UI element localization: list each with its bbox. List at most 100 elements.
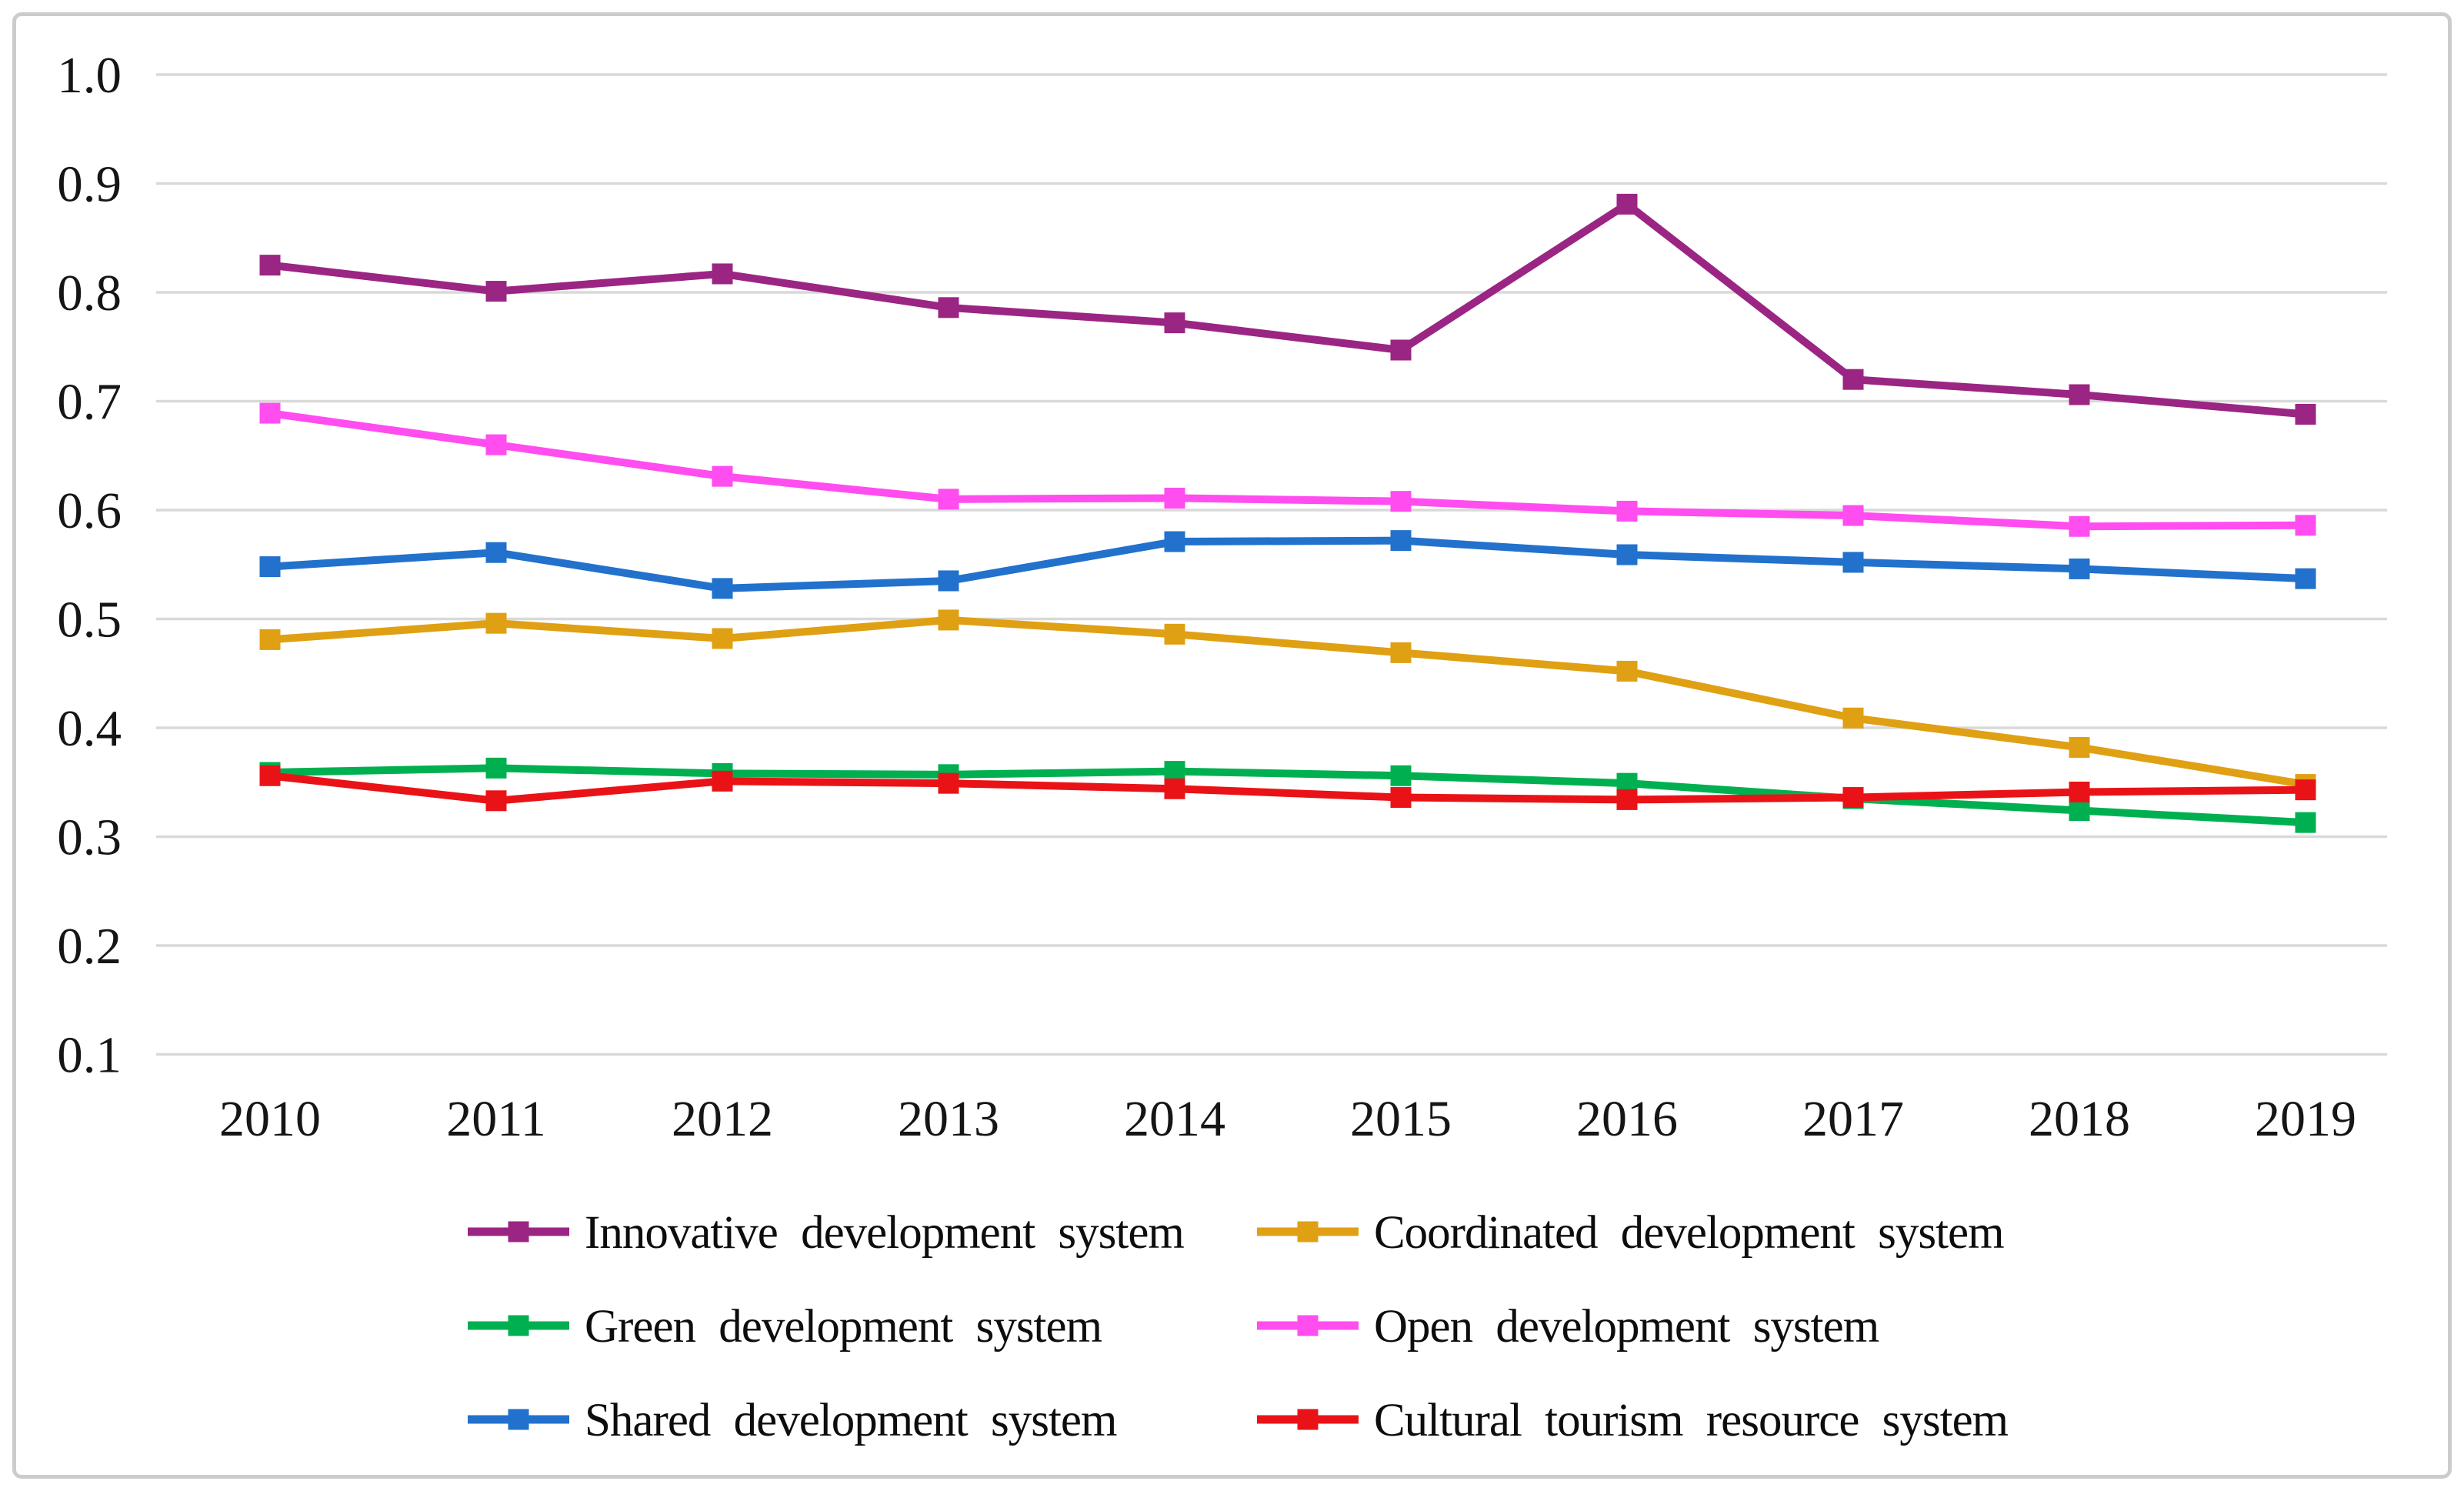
series-marker-open-development-system-2013 bbox=[938, 489, 959, 510]
series-marker-green-development-system-2015 bbox=[1390, 765, 1412, 786]
series-marker-cultural-tourism-resource-system-2013 bbox=[938, 772, 959, 794]
series-marker-innovative-development-system-2019 bbox=[2295, 403, 2316, 425]
series-marker-innovative-development-system-2018 bbox=[2069, 384, 2090, 405]
y-tick-label-0.2: 0.2 bbox=[57, 918, 122, 975]
x-tick-label-2018: 2018 bbox=[2029, 1091, 2130, 1147]
series-marker-open-development-system-2011 bbox=[485, 434, 507, 455]
legend-item-cultural-tourism-resource-system: Cultural tourism resource system bbox=[1257, 1395, 2009, 1446]
series-line-innovative-development-system bbox=[269, 200, 2306, 419]
legend-item-coordinated-development-system: Coordinated development system bbox=[1257, 1207, 2005, 1259]
series-marker-cultural-tourism-resource-system-2011 bbox=[485, 790, 507, 812]
series-marker-cultural-tourism-resource-system-2014 bbox=[1164, 778, 1185, 799]
y-tick-label-0.4: 0.4 bbox=[57, 700, 122, 757]
series-marker-innovative-development-system-2016 bbox=[1616, 193, 1638, 215]
series-marker-innovative-development-system-2013 bbox=[938, 297, 959, 319]
series-marker-coordinated-development-system-2018 bbox=[2069, 736, 2090, 758]
series-marker-open-development-system-2015 bbox=[1390, 491, 1412, 512]
x-tick-label-2015: 2015 bbox=[1350, 1091, 1452, 1147]
series-marker-coordinated-development-system-2010 bbox=[259, 629, 281, 650]
series-marker-cultural-tourism-resource-system-2016 bbox=[1616, 789, 1638, 810]
legend-label-coordinated-development-system: Coordinated development system bbox=[1374, 1207, 2004, 1259]
legend-swatch-marker-icon bbox=[508, 1315, 529, 1336]
series-marker-shared-development-system-2016 bbox=[1616, 544, 1638, 565]
legend: Innovative development system Coordinated… bbox=[468, 1207, 2009, 1446]
series-marker-open-development-system-2018 bbox=[2069, 515, 2090, 537]
legend-item-innovative-development-system: Innovative development system bbox=[468, 1207, 1185, 1259]
series-line-cultural-tourism-resource-system bbox=[269, 772, 2306, 805]
legend-item-open-development-system: Open development system bbox=[1257, 1301, 1880, 1353]
series-marker-cultural-tourism-resource-system-2018 bbox=[2069, 781, 2090, 802]
y-tick-label-0.7: 0.7 bbox=[57, 374, 122, 431]
series-marker-shared-development-system-2015 bbox=[1390, 530, 1412, 552]
x-tick-label-2017: 2017 bbox=[1802, 1091, 1904, 1147]
series-marker-cultural-tourism-resource-system-2017 bbox=[1842, 787, 1864, 809]
series-marker-shared-development-system-2011 bbox=[485, 542, 507, 563]
legend-label-innovative-development-system: Innovative development system bbox=[585, 1207, 1184, 1259]
x-axis-tick-labels: 2010 2011 2012 2013 2014 2015 2016 2017 2018 2019 bbox=[219, 1091, 2356, 1147]
series-line-open-development-system bbox=[269, 409, 2306, 531]
gridlines bbox=[156, 73, 2387, 1056]
series-marker-coordinated-development-system-2017 bbox=[1842, 707, 1864, 729]
series-marker-shared-development-system-2013 bbox=[938, 570, 959, 592]
series-marker-coordinated-development-system-2012 bbox=[712, 628, 733, 649]
x-tick-label-2012: 2012 bbox=[672, 1091, 773, 1147]
legend-label-shared-development-system: Shared development system bbox=[585, 1395, 1117, 1446]
series-marker-green-development-system-2014 bbox=[1164, 761, 1185, 782]
series-marker-coordinated-development-system-2015 bbox=[1390, 642, 1412, 663]
series-marker-open-development-system-2016 bbox=[1616, 500, 1638, 522]
series-marker-coordinated-development-system-2013 bbox=[938, 609, 959, 631]
series-marker-innovative-development-system-2010 bbox=[259, 255, 281, 276]
x-tick-label-2016: 2016 bbox=[1576, 1091, 1678, 1147]
series-marker-cultural-tourism-resource-system-2019 bbox=[2295, 779, 2316, 801]
series-marker-innovative-development-system-2011 bbox=[485, 281, 507, 302]
series-marker-cultural-tourism-resource-system-2015 bbox=[1390, 787, 1412, 809]
legend-swatch-marker-icon bbox=[1297, 1315, 1319, 1336]
series-marker-shared-development-system-2017 bbox=[1842, 552, 1864, 573]
series-marker-cultural-tourism-resource-system-2012 bbox=[712, 770, 733, 792]
legend-label-green-development-system: Green development system bbox=[585, 1301, 1102, 1353]
series-marker-shared-development-system-2018 bbox=[2069, 558, 2090, 579]
series-innovative-development-system bbox=[259, 193, 2316, 425]
legend-swatch-marker-icon bbox=[1297, 1221, 1319, 1242]
y-tick-label-0.8: 0.8 bbox=[57, 265, 122, 322]
series-marker-innovative-development-system-2012 bbox=[712, 263, 733, 285]
series-line-coordinated-development-system bbox=[269, 615, 2306, 789]
series-marker-open-development-system-2014 bbox=[1164, 487, 1185, 509]
series-marker-green-development-system-2018 bbox=[2069, 800, 2090, 822]
series-marker-innovative-development-system-2014 bbox=[1164, 312, 1185, 334]
x-tick-label-2011: 2011 bbox=[446, 1091, 546, 1147]
series-cultural-tourism-resource-system bbox=[259, 765, 2316, 812]
y-tick-label-0.9: 0.9 bbox=[57, 156, 122, 213]
y-axis-tick-labels: 1.0 0.9 0.8 0.7 0.6 0.5 0.4 0.3 0.2 0.1 bbox=[57, 47, 122, 1084]
series-marker-coordinated-development-system-2016 bbox=[1616, 660, 1638, 682]
y-tick-label-1.0: 1.0 bbox=[57, 47, 122, 104]
series-line-shared-development-system bbox=[269, 536, 2306, 592]
series-marker-shared-development-system-2010 bbox=[259, 556, 281, 578]
x-tick-label-2019: 2019 bbox=[2255, 1091, 2356, 1147]
x-tick-label-2010: 2010 bbox=[219, 1091, 321, 1147]
series-marker-open-development-system-2010 bbox=[259, 402, 281, 424]
series-marker-open-development-system-2019 bbox=[2295, 515, 2316, 536]
series-shared-development-system bbox=[259, 530, 2316, 599]
series-marker-coordinated-development-system-2014 bbox=[1164, 623, 1185, 645]
legend-label-open-development-system: Open development system bbox=[1374, 1301, 1879, 1353]
legend-swatch-marker-icon bbox=[508, 1409, 529, 1430]
series-marker-shared-development-system-2019 bbox=[2295, 568, 2316, 589]
series-open-development-system bbox=[259, 402, 2316, 537]
legend-swatch-marker-icon bbox=[508, 1221, 529, 1242]
series-marker-green-development-system-2019 bbox=[2295, 812, 2316, 833]
y-tick-label-0.3: 0.3 bbox=[57, 809, 122, 866]
series-marker-innovative-development-system-2017 bbox=[1842, 369, 1864, 390]
series-marker-open-development-system-2012 bbox=[712, 465, 733, 487]
series-marker-open-development-system-2017 bbox=[1842, 505, 1864, 526]
y-tick-label-0.6: 0.6 bbox=[57, 482, 122, 539]
legend-item-green-development-system: Green development system bbox=[468, 1301, 1103, 1353]
series-marker-innovative-development-system-2015 bbox=[1390, 339, 1412, 361]
series-marker-coordinated-development-system-2011 bbox=[485, 612, 507, 634]
series-line-green-development-system bbox=[269, 764, 2306, 827]
legend-label-cultural-tourism-resource-system: Cultural tourism resource system bbox=[1374, 1395, 2009, 1446]
y-tick-label-0.5: 0.5 bbox=[57, 592, 122, 649]
series-marker-cultural-tourism-resource-system-2010 bbox=[259, 765, 281, 786]
x-tick-label-2014: 2014 bbox=[1124, 1091, 1225, 1147]
